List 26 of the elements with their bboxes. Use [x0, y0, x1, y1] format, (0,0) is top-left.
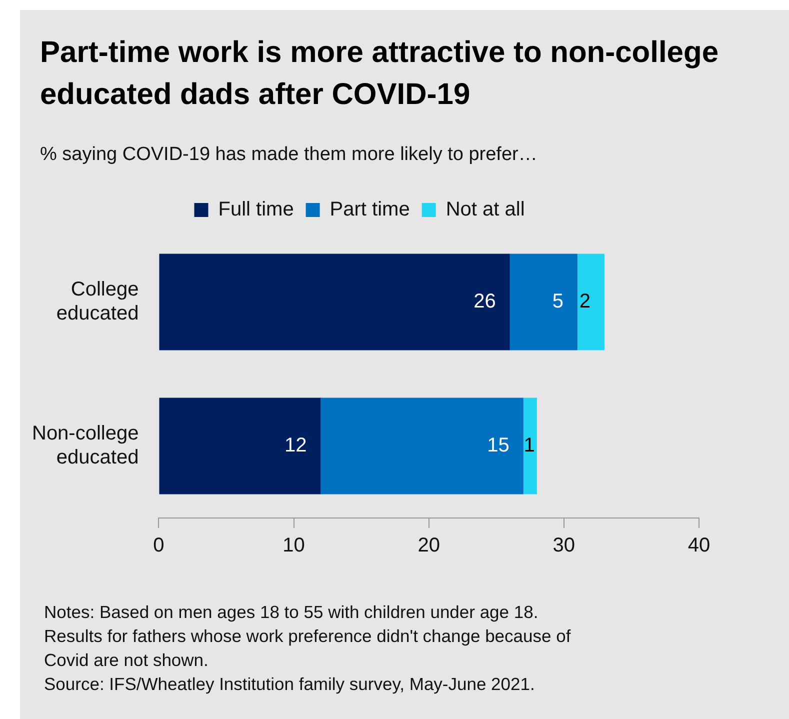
bar	[159, 254, 510, 350]
bar	[510, 254, 578, 350]
text: Notes: Based on men ages 18 to 55 with children under age 18. Results for fathers whose work preference didn't change because of Covid are not shown.	[44, 601, 572, 672]
source-note: Source: IFS/Wheatley Institution family survey, May-June 2021.	[44, 673, 536, 696]
data-label: 15	[487, 434, 510, 457]
data-label: 26	[474, 290, 496, 313]
x-tick-label: 40	[688, 534, 710, 557]
chart-subtitle: % saying COVID-19 has made them more likely to prefer…	[40, 144, 538, 166]
y-tick-label: Non-college educated	[32, 422, 139, 469]
x-tick-label: 0	[153, 534, 164, 557]
data-label: 5	[552, 290, 564, 313]
y-tick-label: College educated	[56, 278, 139, 325]
legend-label: Not at all	[446, 198, 525, 221]
x-tick-label: 20	[418, 534, 440, 557]
data-label: 2	[579, 290, 590, 313]
legend-label: Full time	[218, 198, 294, 221]
data-label: 1	[524, 434, 535, 457]
bar	[577, 254, 604, 350]
x-tick-label: 30	[552, 534, 576, 557]
bar	[320, 398, 524, 494]
data-label: 12	[284, 434, 307, 457]
bar	[159, 398, 321, 494]
chart-title: Part-time work is more attractive to non-college educated dads after COVID-19	[40, 35, 720, 113]
bar	[523, 398, 537, 494]
legend-label: Part time	[330, 198, 410, 221]
x-tick-label: 10	[282, 534, 305, 557]
